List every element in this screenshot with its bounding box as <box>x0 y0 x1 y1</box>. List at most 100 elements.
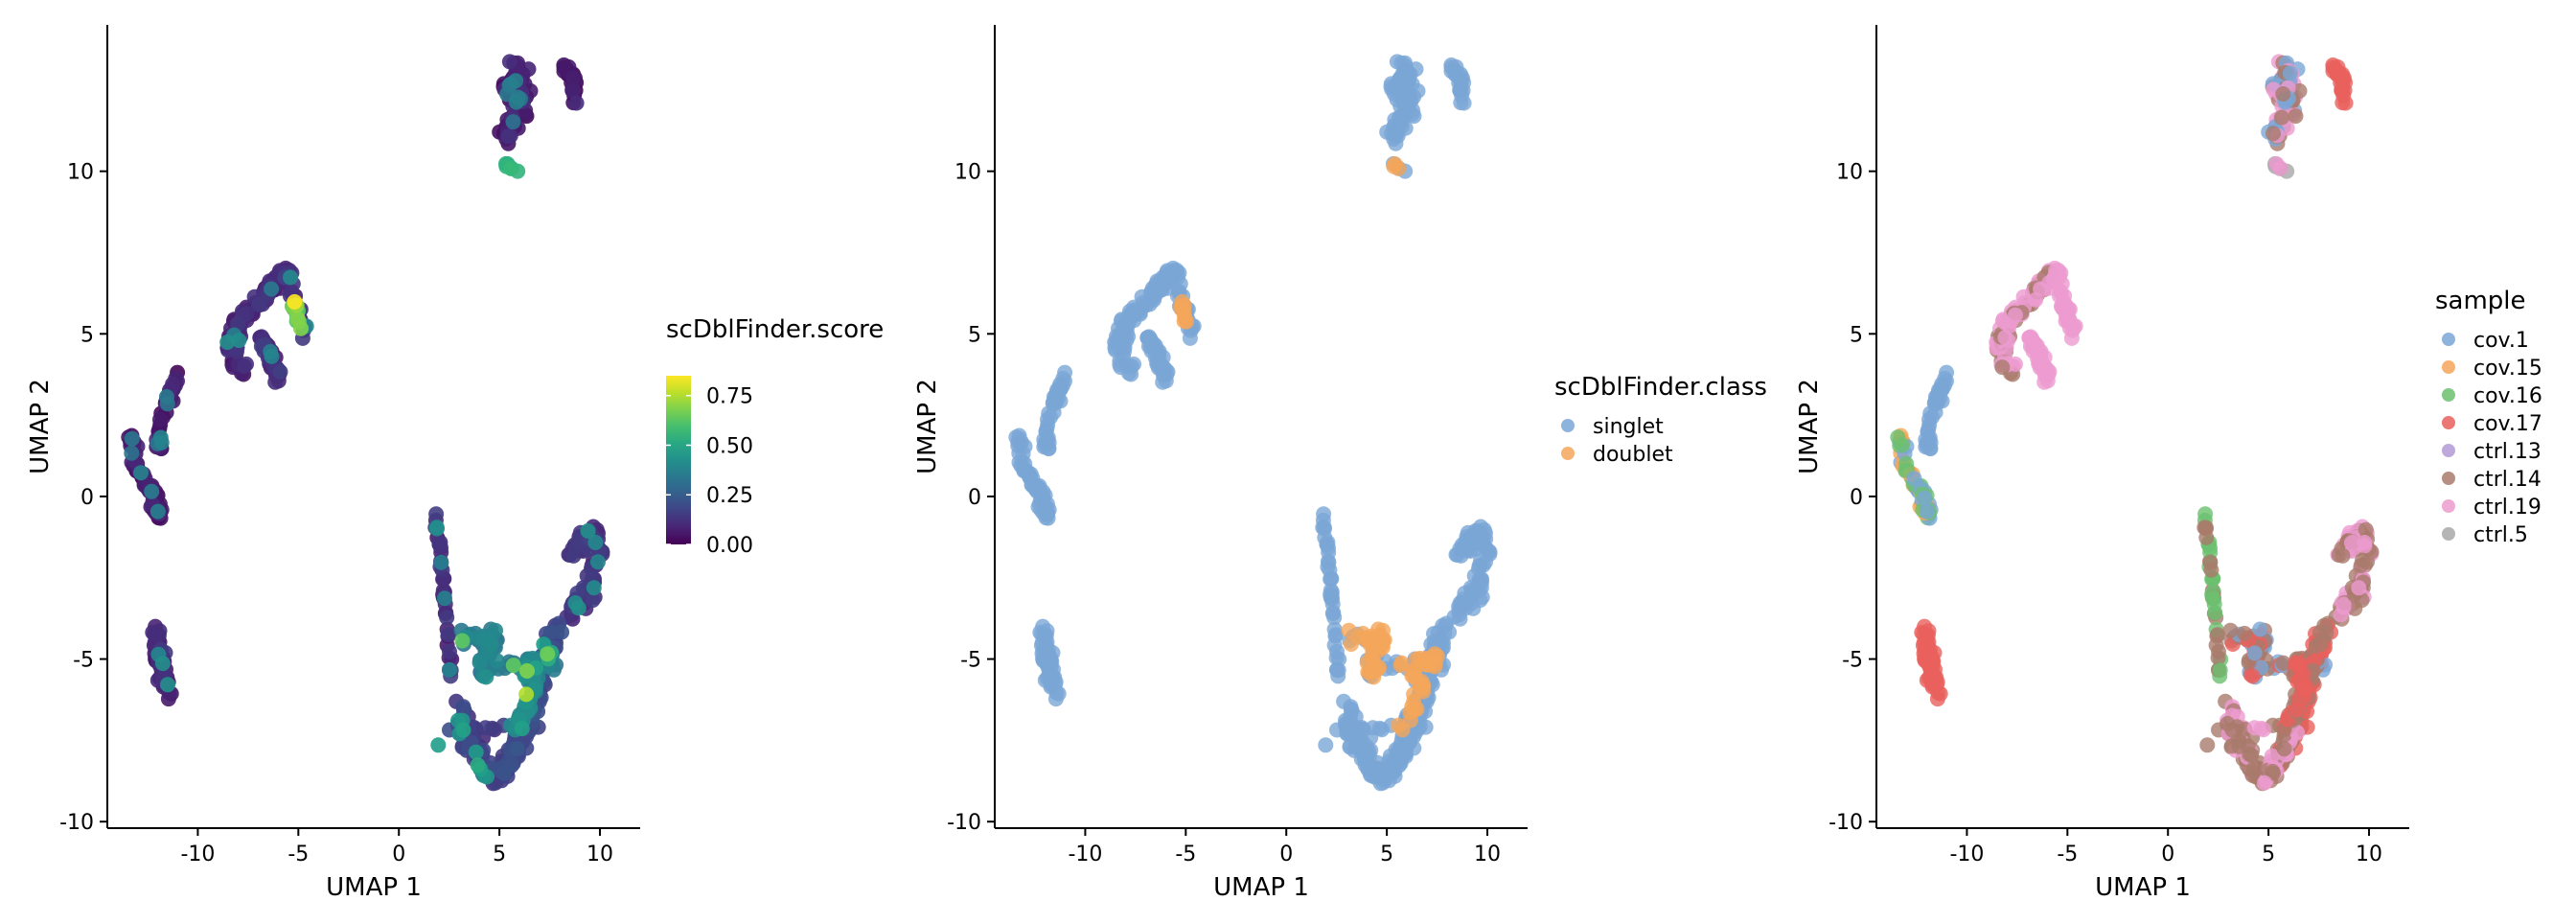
scatter-point <box>1919 503 1935 520</box>
scatter-point <box>1365 720 1381 736</box>
scatter-point <box>1315 520 1331 536</box>
scatter-point <box>1925 654 1942 670</box>
scatter-point <box>483 636 499 653</box>
scatter-point <box>2008 356 2023 372</box>
x-tick-label: 5 <box>2262 843 2275 866</box>
scatter-point <box>251 296 267 312</box>
scatter-point <box>1362 748 1378 763</box>
scatter-point <box>1453 81 1469 97</box>
scatter-point <box>1997 330 2013 346</box>
scatter-point <box>152 411 168 427</box>
x-tick-label: 10 <box>586 843 613 866</box>
scatter-point <box>500 128 517 145</box>
scatter-point <box>1038 434 1054 450</box>
scatter-point <box>2358 521 2374 538</box>
scatter-point <box>219 335 236 350</box>
scatter-point <box>1393 86 1410 102</box>
scatter-point <box>433 554 449 570</box>
scatter-point <box>158 389 174 404</box>
colorbar-tick-label: 0.75 <box>706 385 753 409</box>
umap-panel-1: -10 -5 0 5 10 -10 -5 0 5 10 UMAP 1 UMAP 2 scDblFinde… <box>26 25 884 902</box>
legend-swatch <box>2442 444 2455 457</box>
scatter-point <box>565 70 582 86</box>
scatter-point <box>1392 109 1408 126</box>
x-tick-label: -10 <box>180 843 215 866</box>
scatter-point <box>144 483 160 499</box>
legend-swatch <box>1561 447 1575 460</box>
scatter-point <box>1931 382 1946 398</box>
y-tick-label: 10 <box>67 161 94 185</box>
scatter-point <box>1126 307 1141 323</box>
legend-label: ctrl.13 <box>2473 440 2542 464</box>
scatter-point <box>1116 330 1132 346</box>
scatter-point <box>1316 506 1332 522</box>
y-tick-label: 0 <box>80 486 94 510</box>
scatter-point <box>1394 741 1411 757</box>
scatter-point <box>1387 156 1403 172</box>
scatter-point <box>1170 269 1185 286</box>
scatter-point <box>2052 269 2067 286</box>
scatter-point <box>428 520 445 536</box>
legend-label: singlet <box>1593 415 1664 439</box>
scatter-point <box>264 281 280 297</box>
y-tick-label: -10 <box>1828 811 1863 835</box>
scatter-point <box>1906 471 1922 487</box>
scatter-point <box>1448 67 1464 82</box>
scatter-point <box>1370 621 1387 637</box>
scatter-point <box>2266 126 2281 142</box>
scatter-point <box>1049 382 1065 398</box>
scatter-point <box>1454 596 1470 612</box>
scatter-point <box>428 506 445 522</box>
scatter-point <box>1039 623 1055 639</box>
scatter-point <box>501 54 518 70</box>
scatter-point <box>1355 625 1371 641</box>
scatter-point <box>442 643 457 659</box>
scatter-point <box>1326 637 1343 654</box>
scatter-point <box>2197 506 2214 522</box>
x-axis-title: UMAP 1 <box>326 873 422 902</box>
legend-title: scDblFinder.score <box>666 315 884 344</box>
scatter-point <box>1408 725 1424 741</box>
legend-swatch <box>1561 419 1575 432</box>
legend-label: cov.17 <box>2473 412 2542 436</box>
scatter-point <box>437 590 452 607</box>
scatter-point <box>1330 662 1346 679</box>
scatter-point <box>133 465 149 481</box>
scatter-point <box>1476 521 1492 538</box>
scatter-point <box>1322 587 1339 603</box>
scatter-point <box>554 624 570 640</box>
scatter-point <box>2246 645 2263 661</box>
scatter-point <box>1463 535 1479 550</box>
scatter-point <box>2196 520 2213 536</box>
x-tick-label: -5 <box>1175 843 1196 866</box>
scatter-point <box>520 61 537 78</box>
scatter-point <box>1151 281 1167 297</box>
x-tick-label: 10 <box>2356 843 2382 866</box>
scatter-point <box>1415 677 1432 693</box>
scatter-point <box>154 656 171 672</box>
scatter-point <box>586 580 602 596</box>
scatter-point <box>2288 108 2304 125</box>
scatter-point <box>2212 662 2228 679</box>
x-tick-label: 0 <box>392 843 405 866</box>
scatter-point <box>1037 503 1053 520</box>
scatter-point <box>519 663 535 679</box>
scatter-point <box>503 160 519 176</box>
scatter-point <box>1179 313 1194 330</box>
y-axis-title: UMAP 2 <box>1795 379 1824 474</box>
legend-label: ctrl.19 <box>2473 496 2542 520</box>
x-tick-label: 5 <box>493 843 506 866</box>
scatter-point <box>514 721 530 737</box>
legend-label: cov.1 <box>2473 329 2529 353</box>
scatter-point <box>478 669 494 685</box>
scatter-point <box>540 646 556 662</box>
legend-swatch <box>2442 499 2455 513</box>
scatter-point <box>2276 741 2292 757</box>
scatter-point <box>2312 636 2329 653</box>
y-axis-title: UMAP 2 <box>26 379 55 474</box>
legend-title: sample <box>2435 287 2526 315</box>
legend: sample cov.1 cov.15 cov.16 cov.17 ctrl.13 ctrl… <box>2435 287 2542 547</box>
scatter-point <box>1406 108 1422 125</box>
scatter-point <box>2008 307 2023 323</box>
scatter-point <box>1113 313 1129 329</box>
